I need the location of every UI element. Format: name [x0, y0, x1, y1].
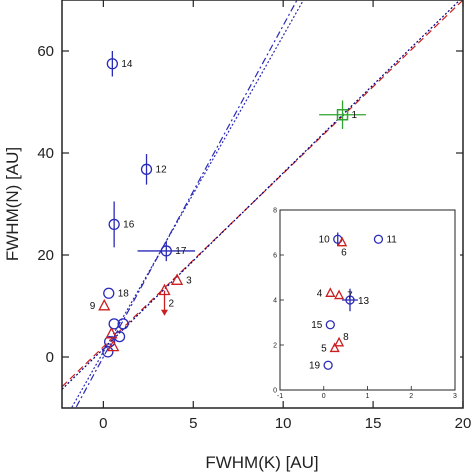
- y-tick-label: 40: [37, 145, 54, 162]
- inset-points: 11 10 13 15 19 6 4 7 5 8: [309, 232, 397, 371]
- inset-y-tick-label: 8: [273, 208, 277, 215]
- plot-frame: [61, 0, 464, 409]
- data-point-triangle: [171, 273, 184, 285]
- data-point-triangle: [337, 236, 348, 247]
- data-point-circle: [140, 163, 153, 175]
- y-tick-label: 0: [46, 349, 54, 366]
- point-label: 4: [317, 288, 323, 299]
- inset-x-tick-label: 2: [409, 393, 413, 400]
- data-point-triangle: [158, 283, 171, 296]
- data-point-triangle: [329, 342, 340, 353]
- point-label: 10: [319, 234, 331, 245]
- inset-y-tick-label: 6: [273, 253, 277, 260]
- data-point-circle: [373, 234, 384, 244]
- point-label: 8: [343, 332, 349, 343]
- inset-x-tick-label: -1: [277, 393, 283, 400]
- point-label: 2: [168, 299, 174, 310]
- inset-y-tick-label: 0: [273, 388, 277, 395]
- point-label: 5: [321, 343, 327, 354]
- data-point-triangle: [105, 326, 118, 339]
- data-point-triangle: [107, 339, 120, 352]
- fit-lines: [62, 0, 463, 408]
- x-tick-label: 10: [275, 415, 292, 432]
- data-point-circle: [108, 318, 120, 330]
- fit-line: [70, 0, 305, 408]
- data-point-circle: [108, 218, 120, 231]
- point-label: 12: [156, 164, 168, 175]
- point-label: 11: [386, 234, 397, 245]
- point-label: 14: [121, 59, 133, 70]
- data-point-circle: [102, 346, 114, 358]
- x-tick-label: 5: [189, 415, 197, 432]
- x-tick-label: 20: [455, 415, 472, 432]
- y-tick-label: 60: [37, 43, 54, 60]
- data-point-circle: [323, 360, 333, 370]
- inset-background: [272, 202, 460, 400]
- fit-line: [75, 0, 298, 408]
- inset-y-tick-label: 4: [273, 298, 277, 305]
- fit-line: [62, 0, 461, 390]
- x-tick-label: 15: [365, 415, 382, 432]
- point-label: 9: [90, 301, 96, 312]
- inset-x-tick-label: 1: [366, 393, 370, 400]
- data-point-circle: [103, 287, 115, 299]
- data-point-circle: [117, 318, 129, 330]
- point-label: 17: [175, 246, 187, 257]
- point-label: 1: [352, 110, 358, 121]
- data-point-circle: [345, 295, 355, 305]
- data-point-triangle: [98, 298, 111, 311]
- point-label: 6: [341, 248, 347, 259]
- point-label: 19: [309, 360, 321, 371]
- data-point-triangle: [325, 287, 336, 297]
- x-axis-title: FWHM(K) [AU]: [205, 453, 318, 472]
- data-point-circle: [160, 245, 172, 257]
- point-label: 3: [186, 276, 192, 287]
- point-label: 18: [118, 288, 130, 299]
- point-label: 13: [358, 296, 370, 307]
- data-point-triangle: [333, 336, 345, 347]
- data-point-circle: [113, 330, 126, 343]
- data-point-circle: [325, 320, 335, 330]
- point-label: 15: [311, 320, 323, 331]
- data-point-circle: [106, 58, 118, 70]
- y-tick-label: 20: [37, 247, 54, 264]
- upper-limit-arrowhead: [160, 309, 168, 316]
- x-tick-label: 0: [99, 415, 107, 432]
- point-label: 16: [123, 219, 135, 230]
- data-point-triangle: [333, 289, 345, 300]
- inset-x-tick-label: 3: [453, 393, 457, 400]
- inset-x-tick-label: 0: [322, 393, 326, 400]
- y-axis-title: FWHM(N) [AU]: [3, 147, 22, 261]
- point-label: 7: [347, 291, 353, 302]
- inset-y-tick-label: 2: [273, 343, 277, 350]
- data-point-square: [336, 109, 349, 121]
- main-points: 14 12 16 17 18 3 2 9 1: [90, 51, 366, 358]
